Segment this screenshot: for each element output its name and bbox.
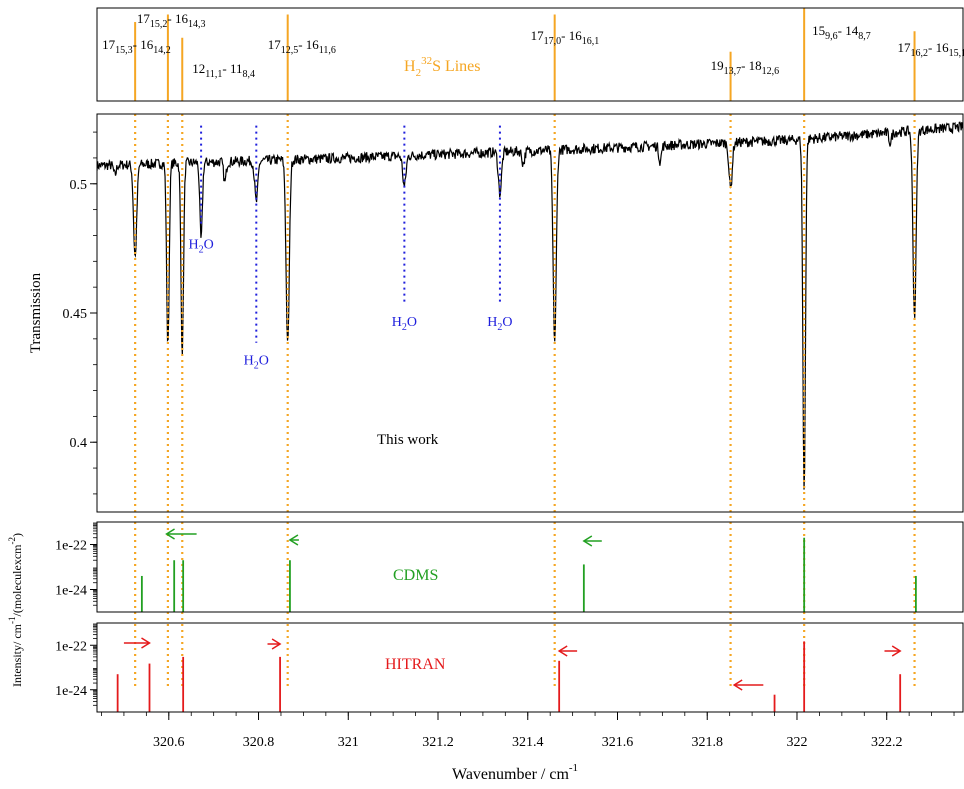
water-label-1: H2O [188, 237, 213, 255]
x-axis-label: Wavenumber / cm-1 [452, 762, 578, 783]
hitran-panel-label: HITRAN [385, 656, 446, 673]
cdms-y-tick-label-1: 1e-24 [55, 584, 87, 599]
h2s-line-label-5: 1717,0- 1616,1 [531, 28, 600, 47]
transmission-axis-label: Transmission [28, 272, 44, 353]
hitran-y-tick-label-1: 1e-24 [55, 684, 87, 699]
hitran-shift-arrowhead-1 [141, 637, 151, 649]
hitran-panel-frame [96, 622, 964, 713]
intensity-axis-label: Intensity/ cm-1/(moleculexcm-2) [7, 533, 24, 687]
cdms-shift-arrowhead-2 [288, 534, 299, 546]
y-tick-label-3: 0.5 [70, 178, 88, 193]
x-tick-label-5: 321.4 [512, 735, 544, 750]
hitran-shift-arrowhead-2 [271, 638, 282, 650]
h2s-line-label-3: 1211,1- 118,4 [192, 61, 255, 80]
hitran-y-tick-label-2: 1e-22 [55, 639, 87, 654]
x-tick-label-9: 322.2 [871, 735, 903, 750]
x-tick-label-3: 321 [338, 735, 359, 750]
h2s-line-label-4: 1712,5- 1611,6 [268, 37, 336, 56]
x-tick-label-1: 320.6 [153, 735, 185, 750]
h2s-line-label-1: 1715,3- 1614,2 [102, 37, 171, 56]
water-label-4: H2O [487, 315, 512, 333]
top-panel-frame [96, 7, 964, 102]
h2s-line-label-2: 1715,2- 1614,3 [137, 11, 206, 30]
hitran-shift-arrowhead-4 [732, 679, 743, 691]
x-tick-label-7: 321.8 [691, 735, 723, 750]
hitran-shift-arrowhead-3 [557, 645, 568, 657]
water-label-2: H2O [244, 354, 269, 372]
h2s-line-label-7: 159,6- 148,7 [812, 23, 871, 42]
top-panel-title: H232S Lines [404, 55, 481, 79]
x-tick-label-6: 321.6 [602, 735, 634, 750]
cdms-y-tick-label-2: 1e-22 [55, 539, 87, 554]
main-panel-frame [96, 113, 964, 513]
this-work-annotation: This work [377, 432, 439, 448]
x-tick-label-8: 322 [786, 735, 807, 750]
cdms-shift-arrowhead-1 [165, 528, 175, 540]
x-tick-label-4: 321.2 [422, 735, 454, 750]
hitran-shift-arrowhead-5 [891, 645, 902, 657]
cdms-panel-frame [96, 521, 964, 613]
h2s-line-label-8: 1716,2- 1615,1 [898, 40, 964, 59]
h2s-line-label-6: 1913,7- 1812,6 [711, 58, 780, 77]
y-tick-label-1: 0.4 [70, 436, 88, 451]
cdms-shift-arrowhead-3 [582, 535, 593, 547]
x-tick-label-2: 320.8 [243, 735, 275, 750]
transmission-spectrum-line [97, 121, 963, 490]
water-label-3: H2O [392, 315, 417, 333]
cdms-panel-label: CDMS [393, 567, 438, 584]
y-tick-label-2: 0.45 [63, 307, 88, 322]
